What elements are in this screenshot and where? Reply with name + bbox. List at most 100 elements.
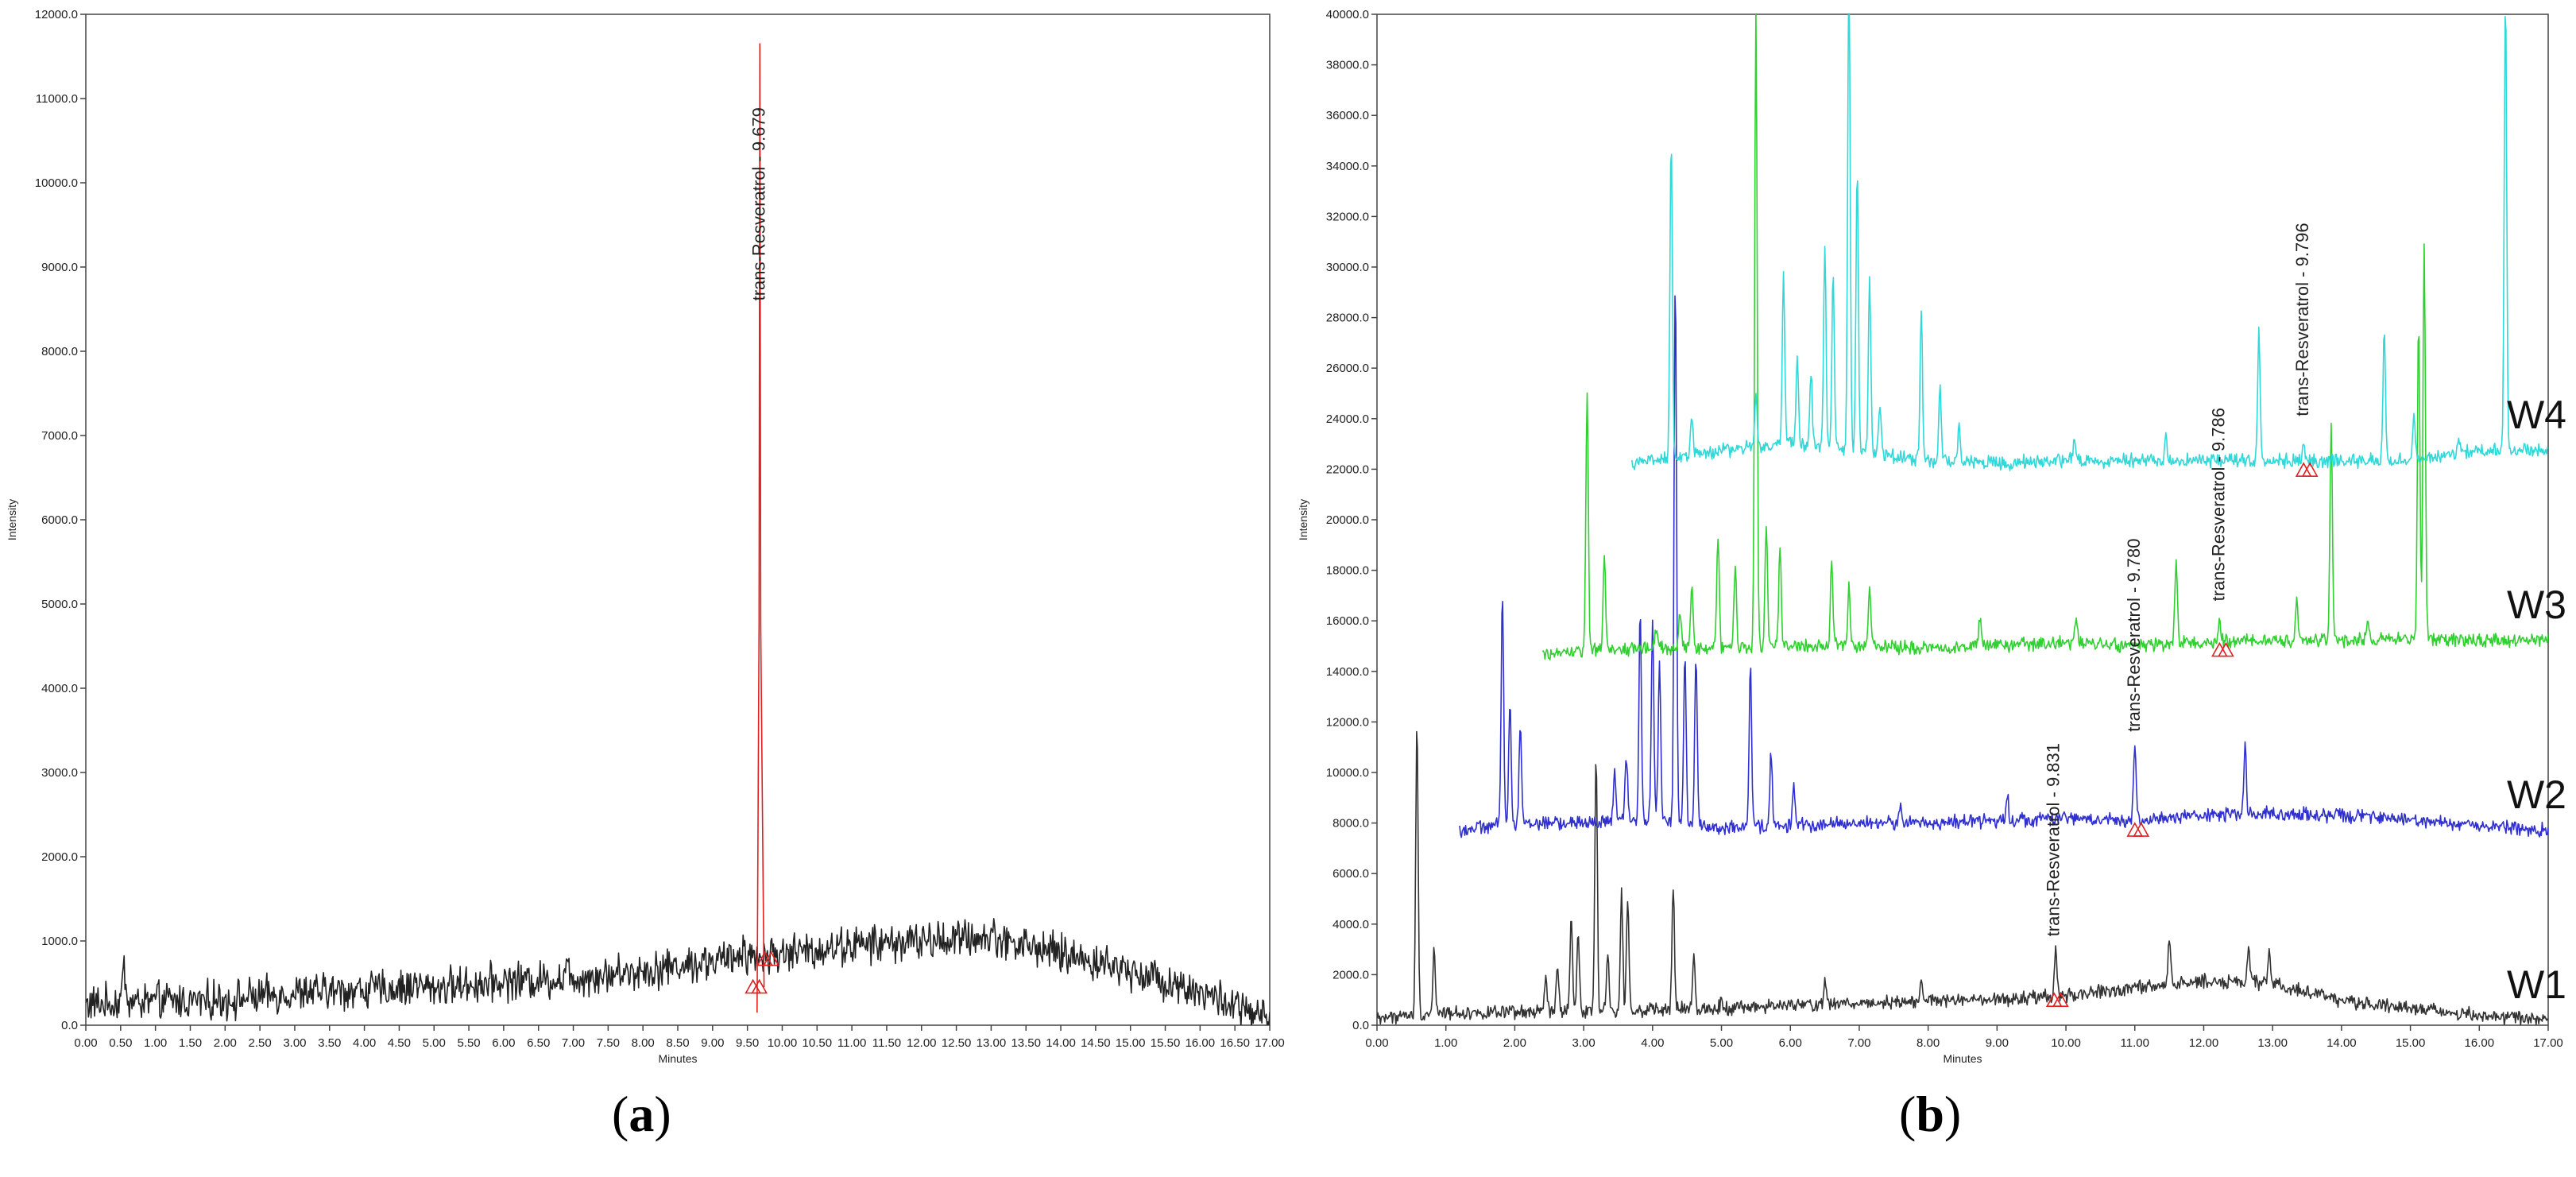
x-tick-label: 14.00 xyxy=(1046,1036,1076,1050)
x-axis-label: Minutes xyxy=(658,1052,697,1065)
x-tick-label: 13.00 xyxy=(2257,1036,2288,1050)
y-tick-label: 34000.0 xyxy=(1326,160,1369,173)
y-tick-label: 24000.0 xyxy=(1326,412,1369,426)
x-tick-label: 2.00 xyxy=(214,1036,237,1050)
y-tick-label: 7000.0 xyxy=(41,429,78,443)
peak-annotation: trans-Resveratrol - 9.780 xyxy=(2124,538,2144,731)
x-tick-label: 10.00 xyxy=(2051,1036,2081,1050)
series-line-1 xyxy=(756,43,765,1013)
x-tick-label: 0.00 xyxy=(74,1036,97,1050)
series-line-w1 xyxy=(1377,730,2548,1025)
y-tick-label: 32000.0 xyxy=(1326,210,1369,223)
x-tick-label: 5.00 xyxy=(1710,1036,1733,1050)
peak-annotation: trans-Resveratrol - 9.786 xyxy=(2208,408,2228,601)
y-tick-label: 8000.0 xyxy=(1332,817,1369,830)
x-tick-label: 11.00 xyxy=(837,1036,866,1050)
peak-annotation: trans-Resveratrol - 9.831 xyxy=(2043,743,2063,936)
y-tick-label: 12000.0 xyxy=(1326,715,1369,729)
x-tick-label: 1.00 xyxy=(1434,1036,1457,1050)
y-tick-label: 20000.0 xyxy=(1326,513,1369,527)
x-tick-label: 3.00 xyxy=(283,1036,306,1050)
plot-area xyxy=(86,43,1270,1025)
x-tick-label: 10.00 xyxy=(768,1036,798,1050)
series-line-w4 xyxy=(1631,14,2548,471)
series-line-0 xyxy=(86,918,1270,1025)
x-tick-label: 9.50 xyxy=(736,1036,759,1050)
x-tick-label: 5.00 xyxy=(423,1036,446,1050)
caption-a-open: ( xyxy=(612,1086,629,1142)
x-tick-label: 7.00 xyxy=(1847,1036,1870,1050)
x-tick-label: 14.00 xyxy=(2327,1036,2357,1050)
plot-area xyxy=(1377,14,2548,1025)
caption-b-letter: b xyxy=(1916,1086,1944,1142)
y-tick-label: 9000.0 xyxy=(41,261,78,274)
y-tick-label: 30000.0 xyxy=(1326,261,1369,274)
x-tick-label: 12.00 xyxy=(907,1036,937,1050)
trace-label-w2: W2 xyxy=(2507,772,2566,817)
x-tick-label: 1.50 xyxy=(179,1036,202,1050)
x-axis-label: Minutes xyxy=(1943,1052,1982,1065)
caption-b-close: ) xyxy=(1944,1086,1962,1142)
y-axis-label: Intensity xyxy=(6,499,18,540)
x-tick-label: 17.00 xyxy=(1255,1036,1285,1050)
y-tick-label: 10000.0 xyxy=(1326,766,1369,780)
trace-label-w3: W3 xyxy=(2507,583,2566,627)
y-tick-label: 1000.0 xyxy=(41,935,78,948)
x-tick-label: 7.00 xyxy=(562,1036,585,1050)
x-tick-label: 8.00 xyxy=(632,1036,655,1050)
y-tick-label: 0.0 xyxy=(1352,1019,1369,1032)
x-tick-label: 17.00 xyxy=(2533,1036,2563,1050)
y-tick-label: 38000.0 xyxy=(1326,59,1369,72)
x-tick-label: 3.00 xyxy=(1572,1036,1595,1050)
y-tick-label: 36000.0 xyxy=(1326,109,1369,122)
peak-annotation: trans-Resveratrol - 9.796 xyxy=(2292,223,2312,416)
y-tick-label: 4000.0 xyxy=(1332,918,1369,931)
x-tick-label: 11.50 xyxy=(872,1036,901,1050)
y-tick-label: 18000.0 xyxy=(1326,564,1369,578)
y-tick-label: 6000.0 xyxy=(41,513,78,527)
series-line-w2 xyxy=(1459,295,2548,838)
caption-b-open: ( xyxy=(1899,1086,1917,1142)
y-tick-label: 2000.0 xyxy=(41,850,78,864)
y-tick-label: 11000.0 xyxy=(36,92,78,106)
x-tick-label: 0.50 xyxy=(109,1036,132,1050)
x-tick-label: 10.50 xyxy=(803,1036,833,1050)
y-tick-label: 40000.0 xyxy=(1326,8,1369,21)
x-tick-label: 9.00 xyxy=(701,1036,724,1050)
x-tick-label: 15.00 xyxy=(2396,1036,2426,1050)
peak-marker-triangle xyxy=(2133,822,2150,837)
y-tick-label: 2000.0 xyxy=(1332,968,1369,981)
x-tick-label: 6.00 xyxy=(492,1036,515,1050)
y-tick-label: 6000.0 xyxy=(1332,867,1369,881)
x-tick-label: 16.00 xyxy=(2465,1036,2495,1050)
peak-marker-triangle xyxy=(2052,992,2069,1007)
x-tick-label: 2.50 xyxy=(249,1036,272,1050)
x-tick-label: 13.50 xyxy=(1011,1036,1041,1050)
y-tick-label: 3000.0 xyxy=(41,766,78,780)
x-tick-label: 7.50 xyxy=(597,1036,620,1050)
x-tick-label: 4.00 xyxy=(353,1036,376,1050)
x-tick-label: 16.50 xyxy=(1220,1036,1250,1050)
x-tick-label: 5.50 xyxy=(457,1036,480,1050)
caption-a-letter: a xyxy=(629,1086,655,1142)
x-tick-label: 3.50 xyxy=(318,1036,341,1050)
x-tick-label: 4.00 xyxy=(1641,1036,1664,1050)
x-tick-label: 9.00 xyxy=(1986,1036,2009,1050)
x-tick-label: 12.00 xyxy=(2189,1036,2219,1050)
x-tick-label: 1.00 xyxy=(144,1036,167,1050)
plot-frame xyxy=(1376,14,2549,1026)
y-tick-label: 0.0 xyxy=(61,1019,78,1032)
x-tick-label: 15.50 xyxy=(1151,1036,1181,1050)
trace-label-w4: W4 xyxy=(2507,393,2566,437)
series-line-w3 xyxy=(1541,14,2548,660)
x-tick-label: 14.50 xyxy=(1081,1036,1111,1050)
chromatogram-panel-a: 0.0 1000.0 2000.0 3000.0 4000.0 5000.0 6000.0 7… xyxy=(6,8,1285,1065)
y-tick-label: 8000.0 xyxy=(41,345,78,358)
peak-marker-triangle xyxy=(751,978,768,994)
x-tick-label: 2.00 xyxy=(1503,1036,1526,1050)
y-tick-label: 4000.0 xyxy=(41,682,78,695)
x-tick-label: 6.00 xyxy=(1779,1036,1802,1050)
caption-a-close: ) xyxy=(654,1086,671,1142)
y-tick-label: 22000.0 xyxy=(1326,463,1369,476)
